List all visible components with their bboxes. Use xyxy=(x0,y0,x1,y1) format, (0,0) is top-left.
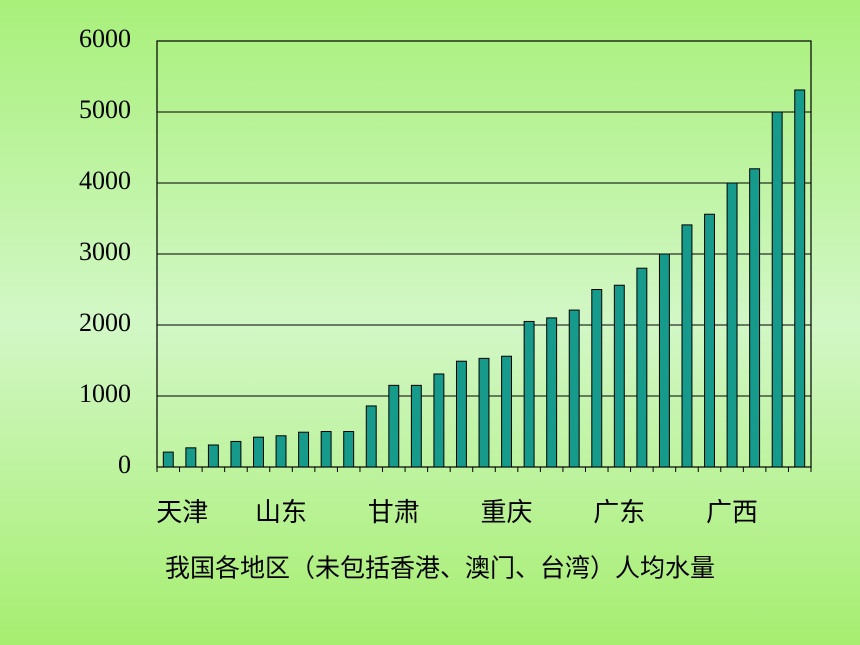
bar xyxy=(275,435,287,468)
bar xyxy=(501,355,513,468)
bar xyxy=(388,384,400,468)
y-tick-label: 6000 xyxy=(79,24,131,53)
bar xyxy=(433,373,445,468)
bar xyxy=(253,436,264,468)
y-tick-label: 3000 xyxy=(79,237,131,266)
bar xyxy=(298,431,310,468)
bar xyxy=(207,444,219,468)
y-tick-label: 1000 xyxy=(79,379,131,408)
bar xyxy=(230,440,242,468)
bar xyxy=(726,182,738,468)
bar xyxy=(771,111,783,468)
y-tick-label: 0 xyxy=(118,450,131,479)
bar xyxy=(704,213,715,468)
y-tick-label: 5000 xyxy=(79,95,131,124)
y-tick-label: 2000 xyxy=(79,308,131,337)
bar xyxy=(613,284,625,468)
bar xyxy=(749,168,761,468)
bar xyxy=(185,447,197,468)
bar xyxy=(320,431,332,468)
bar xyxy=(523,320,535,468)
x-tick-label: 甘肃 xyxy=(368,498,420,527)
x-tick-label: 重庆 xyxy=(481,498,533,527)
x-tick-label: 广东 xyxy=(593,498,645,527)
bar xyxy=(681,224,693,468)
y-tick-label: 4000 xyxy=(79,166,131,195)
bar xyxy=(478,357,490,468)
bar xyxy=(546,317,558,468)
bar xyxy=(636,267,648,468)
bar xyxy=(365,405,377,468)
bar xyxy=(591,289,603,468)
x-tick-label: 天津 xyxy=(156,498,208,527)
bar xyxy=(162,451,174,468)
bar xyxy=(658,253,670,468)
bar xyxy=(568,309,580,468)
bar xyxy=(410,384,422,468)
bar xyxy=(794,89,806,468)
bar xyxy=(343,431,355,468)
chart-title: 我国各地区（未包括香港、澳门、台湾）人均水量 xyxy=(165,555,715,583)
x-tick-label: 广西 xyxy=(706,498,758,527)
x-tick-label: 山东 xyxy=(255,498,307,527)
bar xyxy=(455,360,467,468)
